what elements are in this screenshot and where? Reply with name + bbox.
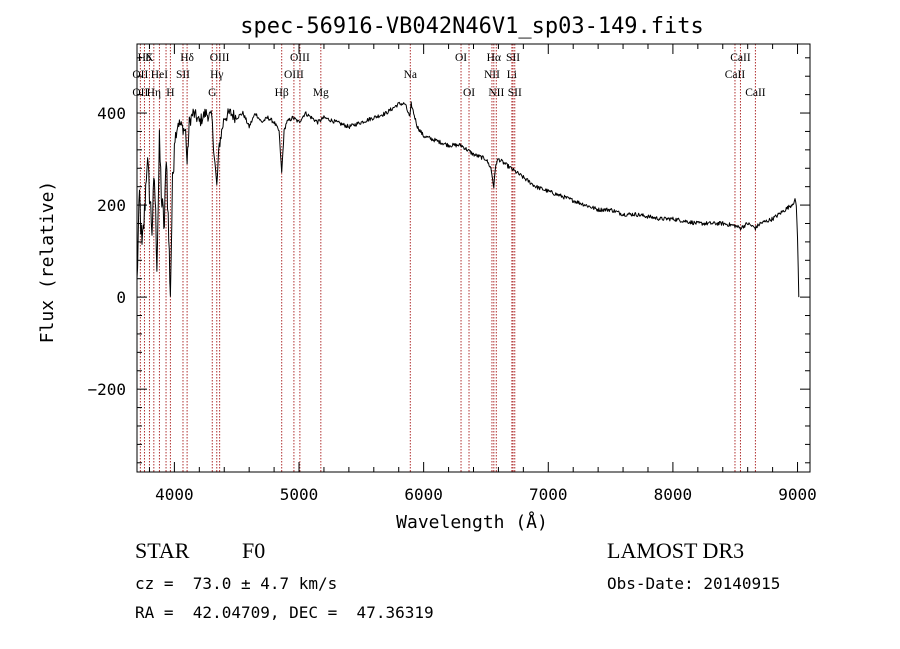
spectral-line-markers (139, 44, 756, 472)
line-label: OI (463, 87, 475, 99)
line-label: OII (132, 87, 148, 99)
axis-ticks: 4000 5000 6000 7000 8000 9000 −200 0 200 400 (87, 44, 817, 504)
line-label: OII (132, 69, 148, 81)
line-label: CaII (745, 87, 766, 99)
line-label: OIII (290, 52, 310, 64)
plot-axes (136, 43, 811, 473)
line-label: K (145, 52, 154, 64)
observation-date: Obs-Date: 20140915 (607, 574, 781, 593)
object-subclass: F0 (242, 538, 266, 563)
line-label: G (208, 87, 216, 99)
line-label: OIII (210, 52, 230, 64)
y-tick-label: 200 (97, 196, 126, 215)
line-label: H (166, 87, 174, 99)
plot-frame (136, 43, 811, 473)
sky-coordinates: RA = 42.04709, DEC = 47.36319 (135, 603, 434, 622)
y-tick-label: 0 (116, 288, 126, 307)
line-label: CaII (725, 69, 746, 81)
y-axis-label: Flux (relative) (37, 181, 58, 344)
x-tick-label: 6000 (404, 485, 443, 504)
x-tick-label: 7000 (529, 485, 568, 504)
x-tick-label: 8000 (654, 485, 693, 504)
survey-name: LAMOST DR3 (607, 538, 745, 563)
line-label: SII (508, 87, 522, 99)
x-tick-label: 4000 (155, 485, 194, 504)
line-label: Mg (313, 87, 329, 99)
spectrum-series (136, 101, 800, 298)
line-label: Li (507, 69, 517, 81)
line-label: HeI (151, 69, 168, 81)
x-tick-label: 5000 (280, 485, 319, 504)
line-label: OIII (284, 69, 304, 81)
object-type: STAR (135, 538, 190, 563)
line-label: NII (484, 69, 500, 81)
line-label: Hγ (210, 69, 223, 81)
line-label: NII (488, 87, 504, 99)
line-label: Hη (147, 87, 161, 99)
line-label: OI (455, 52, 467, 64)
redshift-velocity: cz = 73.0 ± 4.7 km/s (135, 574, 338, 593)
spectrum-line (136, 101, 800, 298)
line-label: Hδ (138, 52, 152, 64)
chart-title: spec-56916-VB042N46V1_sp03-149.fits (240, 14, 704, 39)
y-tick-label: −200 (87, 380, 126, 399)
line-label: Hβ (275, 87, 289, 99)
line-label: Hδ (180, 52, 194, 64)
x-axis-label: Wavelength (Å) (396, 511, 548, 533)
line-label: Hα (487, 52, 501, 64)
line-label: SII (506, 52, 520, 64)
line-label: CaII (730, 52, 751, 64)
x-tick-label: 9000 (778, 485, 817, 504)
line-label: SII (176, 69, 190, 81)
line-label: Na (404, 69, 417, 81)
y-tick-label: 400 (97, 104, 126, 123)
